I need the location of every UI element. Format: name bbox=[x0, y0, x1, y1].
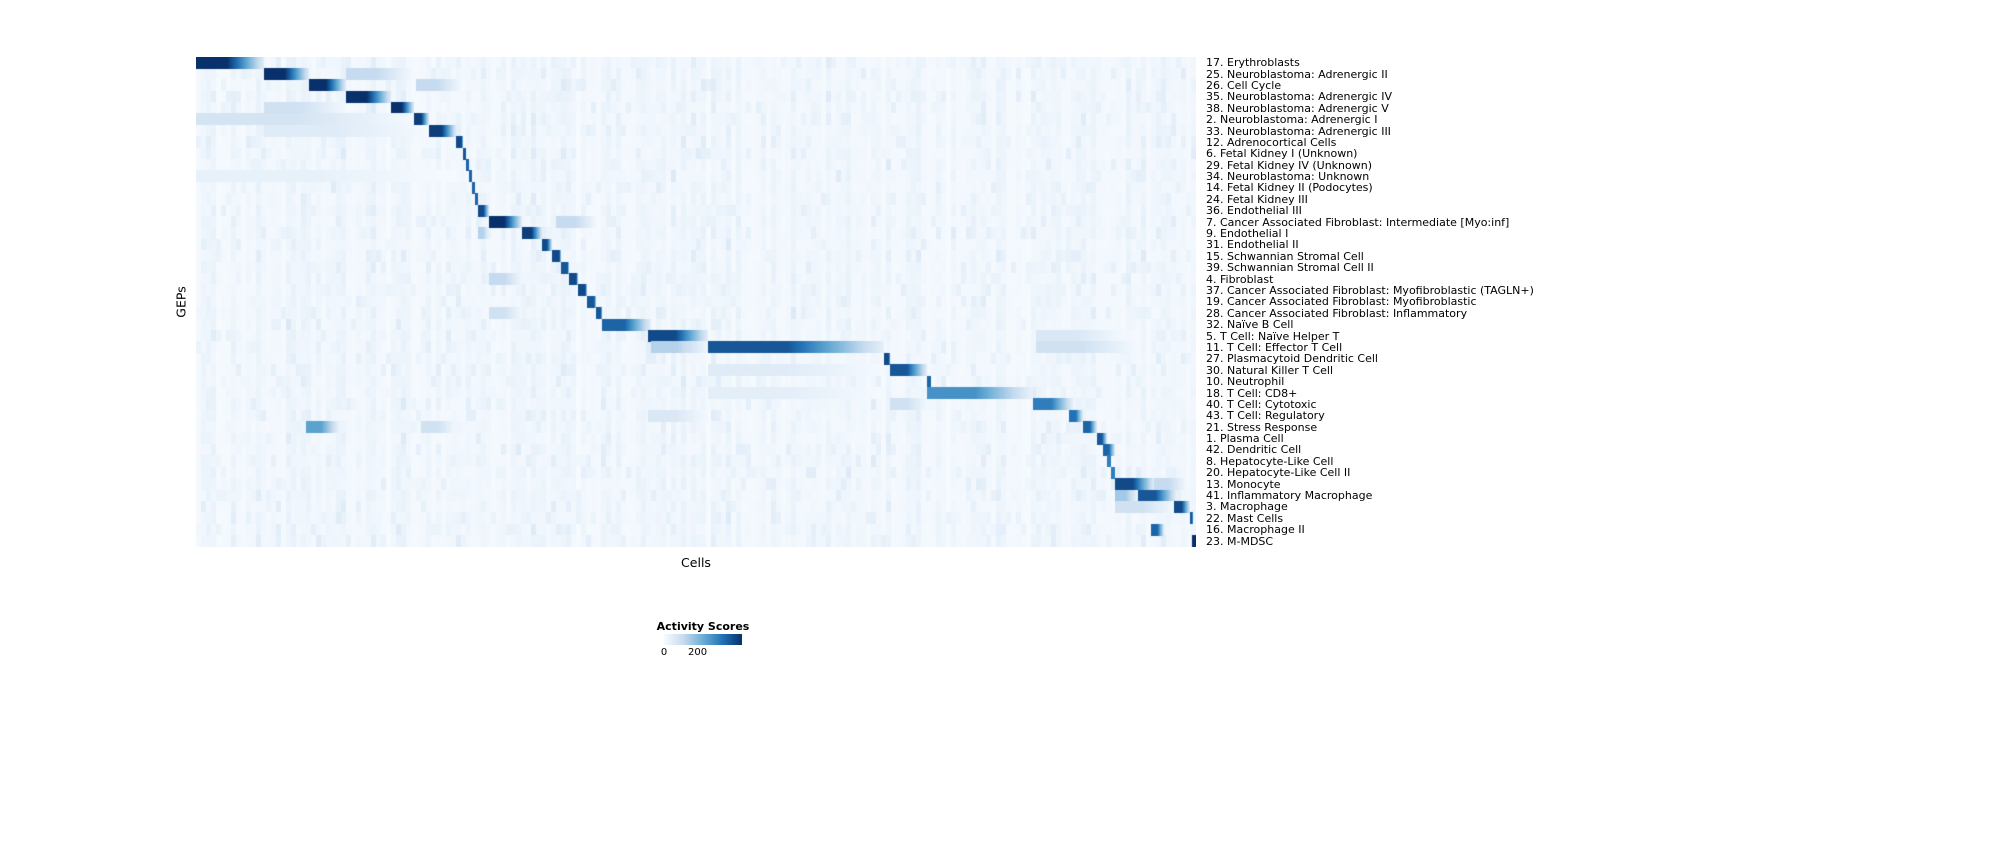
y-axis-label: GEPs bbox=[173, 286, 189, 318]
row-label: 4. Fibroblast bbox=[1206, 272, 1274, 286]
row-label: 24. Fetal Kidney III bbox=[1206, 192, 1308, 206]
row-label: 43. T Cell: Regulatory bbox=[1206, 409, 1325, 423]
row-label: 37. Cancer Associated Fibroblast: Myofib… bbox=[1206, 284, 1534, 297]
row-label: 29. Fetal Kidney IV (Unknown) bbox=[1206, 158, 1372, 172]
colorbar-tick-200: 200 bbox=[687, 647, 708, 658]
row-label: 26. Cell Cycle bbox=[1206, 78, 1282, 92]
row-label: 6. Fetal Kidney I (Unknown) bbox=[1206, 147, 1358, 161]
row-label: 9. Endothelial I bbox=[1206, 227, 1289, 241]
x-axis-label: Cells bbox=[681, 555, 711, 570]
row-label: 15. Schwannian Stromal Cell bbox=[1206, 249, 1364, 263]
row-label: 13. Monocyte bbox=[1206, 477, 1281, 491]
heatmap-canvas bbox=[196, 57, 1196, 547]
row-label: 32. Naïve B Cell bbox=[1206, 318, 1294, 332]
row-label: 33. Neuroblastoma: Adrenergic III bbox=[1206, 124, 1391, 138]
row-labels: 17. Erythroblasts 25. Neuroblastoma: Adre… bbox=[1206, 57, 1534, 547]
row-label: 14. Fetal Kidney II (Podocytes) bbox=[1206, 181, 1373, 195]
row-label: 30. Natural Killer T Cell bbox=[1206, 363, 1334, 377]
row-label: 5. T Cell: Naïve Helper T bbox=[1206, 329, 1340, 343]
row-label: 17. Erythroblasts bbox=[1206, 56, 1300, 70]
row-label: 39. Schwannian Stromal Cell II bbox=[1206, 261, 1374, 275]
row-label: 11. T Cell: Effector T Cell bbox=[1206, 340, 1343, 354]
row-label: 20. Hepatocyte-Like Cell II bbox=[1206, 466, 1351, 480]
row-label: 36. Endothelial III bbox=[1206, 204, 1302, 218]
row-label: 1. Plasma Cell bbox=[1206, 432, 1284, 446]
row-label: 21. Stress Response bbox=[1206, 420, 1318, 434]
row-label: 23. M-MDSC bbox=[1206, 534, 1274, 548]
row-label: 28. Cancer Associated Fibroblast: Inflam… bbox=[1206, 306, 1468, 320]
colorbar bbox=[664, 634, 742, 645]
row-label: 7. Cancer Associated Fibroblast: Interme… bbox=[1206, 215, 1510, 229]
row-label: 12. Adrenocortical Cells bbox=[1206, 135, 1337, 149]
row-label: 18. T Cell: CD8+ bbox=[1206, 386, 1298, 400]
row-label: 35. Neuroblastoma: Adrenergic IV bbox=[1206, 90, 1392, 104]
row-label: 8. Hepatocyte-Like Cell bbox=[1206, 454, 1334, 468]
row-label: 38. Neuroblastoma: Adrenergic V bbox=[1206, 101, 1389, 115]
row-label: 34. Neuroblastoma: Unknown bbox=[1206, 170, 1370, 184]
row-label: 16. Macrophage II bbox=[1206, 523, 1305, 537]
row-label: 25. Neuroblastoma: Adrenergic II bbox=[1206, 67, 1388, 81]
row-label: 40. T Cell: Cytotoxic bbox=[1206, 397, 1317, 411]
row-label: 22. Mast Cells bbox=[1206, 511, 1284, 525]
row-label: 19. Cancer Associated Fibroblast: Myofib… bbox=[1206, 295, 1477, 309]
row-label: 31. Endothelial II bbox=[1206, 238, 1299, 252]
legend-title: Activity Scores bbox=[656, 620, 750, 633]
colorbar-tick-min: 0 bbox=[660, 647, 668, 658]
colorbar-ticks: 0 200 bbox=[660, 647, 742, 661]
row-label: 2. Neuroblastoma: Adrenergic I bbox=[1206, 113, 1378, 127]
row-label: 10. Neutrophil bbox=[1206, 375, 1285, 389]
row-label: 42. Dendritic Cell bbox=[1206, 443, 1302, 457]
row-label: 3. Macrophage bbox=[1206, 500, 1288, 514]
row-label: 41. Inflammatory Macrophage bbox=[1206, 489, 1373, 503]
row-label: 27. Plasmacytoid Dendritic Cell bbox=[1206, 352, 1378, 366]
